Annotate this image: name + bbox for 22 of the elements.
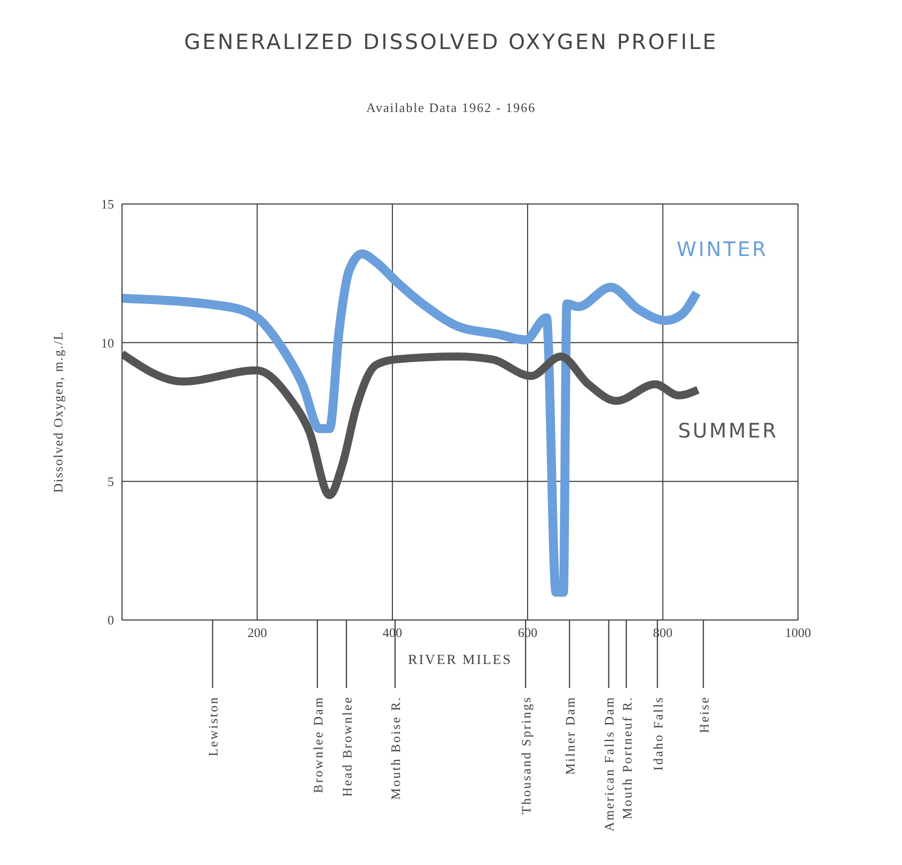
ref-line-label: American Falls Dam xyxy=(602,696,617,832)
ref-line-label: Idaho Falls xyxy=(650,696,666,771)
ref-line-label: Milner Dam xyxy=(562,696,578,775)
y-tick-label: 5 xyxy=(108,474,114,489)
y-tick-label: 15 xyxy=(101,196,114,212)
ref-line-label: Thousand Springs xyxy=(518,696,534,814)
ref-line-label: Mouth Portneuf R. xyxy=(619,696,634,820)
ref-line-label: Brownlee Dam xyxy=(310,696,326,794)
ref-line-label: Heise xyxy=(696,696,712,734)
y-tick-label: 0 xyxy=(108,612,114,628)
y-tick-label: 10 xyxy=(101,335,114,350)
series-label: WINTER xyxy=(676,237,768,262)
ref-line-label: Head Brownlee xyxy=(339,696,354,797)
ref-line-label: Lewiston xyxy=(206,696,221,756)
chart-subtitle: Available Data 1962 - 1966 xyxy=(365,100,537,116)
ref-line-label: Mouth Boise R. xyxy=(388,696,404,800)
x-tick-label: 1000 xyxy=(785,625,811,640)
chart-title: GENERALIZED DISSOLVED OXYGEN PROFILE xyxy=(183,30,719,54)
y-axis-title: Dissolved Oxygen, m.g./L xyxy=(50,331,66,493)
series-label: SUMMER xyxy=(678,418,778,442)
x-tick-label: 200 xyxy=(247,625,267,640)
x-axis-title: RIVER MILES xyxy=(408,653,512,668)
